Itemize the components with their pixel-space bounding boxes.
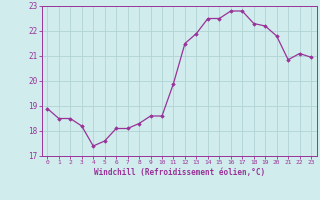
X-axis label: Windchill (Refroidissement éolien,°C): Windchill (Refroidissement éolien,°C) xyxy=(94,168,265,177)
